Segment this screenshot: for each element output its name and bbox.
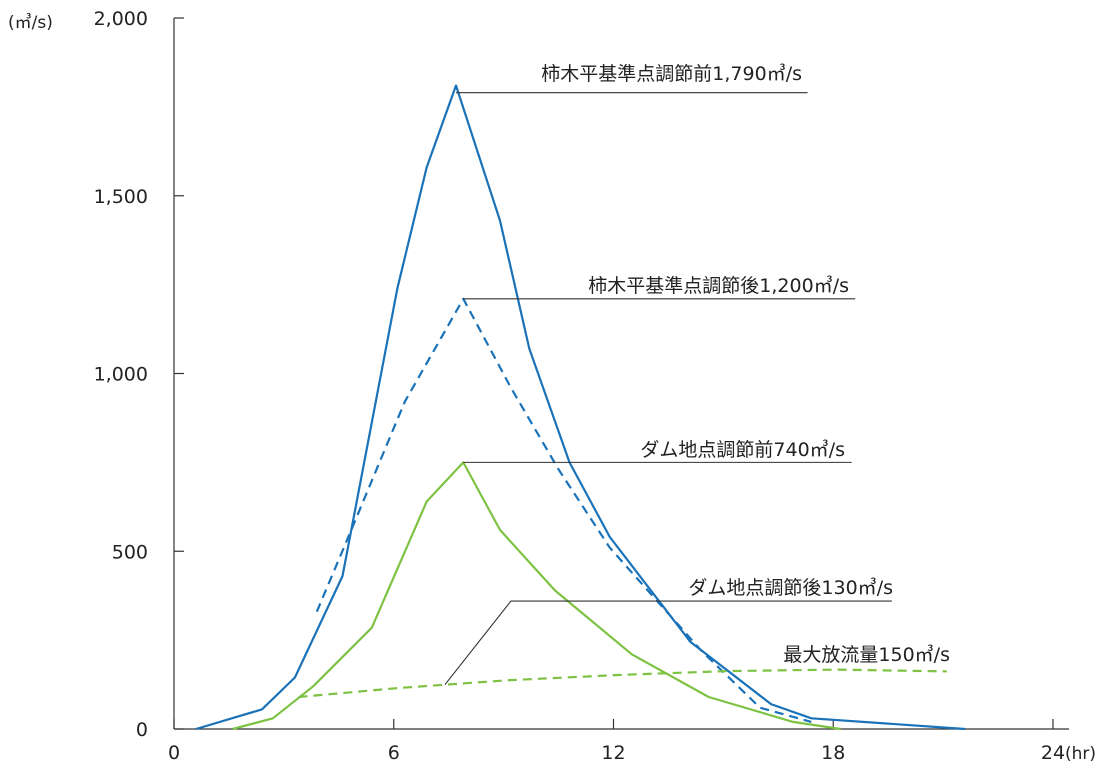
y-tick-label: 500 [112,541,148,563]
annotation-label-3: ダム地点調節前740㎥/s [640,439,845,461]
annotation-label-1: 柿木平基準点調節前1,790㎥/s [541,63,802,85]
x-unit-label: (hr) [1065,744,1096,764]
y-tick-label: 1,500 [94,186,148,208]
series-line-4 [298,668,947,699]
x-tick-label: 0 [168,742,180,764]
annotation-leader-4 [444,600,892,685]
series-lines [195,84,966,731]
x-tick-label: 6 [388,742,400,764]
y-unit-label: (㎥/s) [8,13,53,33]
y-tick-label: 2,000 [94,8,148,30]
annotation-label-5: 最大放流量150㎥/s [783,644,950,666]
annotations: 柿木平基準点調節前1,790㎥/s 柿木平基準点調節後1,200㎥/s ダム地点調節… [444,63,950,685]
series-line-2 [315,297,812,723]
axes: 0 500 1,000 1,500 2,000 0 6 12 18 24 (㎥/s) (hr) [8,8,1096,764]
x-tick-label: 18 [821,742,845,764]
series-line-3 [232,461,841,731]
annotation-label-2: 柿木平基準点調節後1,200㎥/s [588,275,849,297]
y-tick-label: 0 [136,719,148,741]
annotation-label-4: ダム地点調節後130㎥/s [688,577,893,599]
x-tick-label: 12 [601,742,625,764]
x-tick-label: 24 [1041,742,1065,764]
series-line-1 [195,84,966,731]
y-tick-label: 1,000 [94,364,148,386]
